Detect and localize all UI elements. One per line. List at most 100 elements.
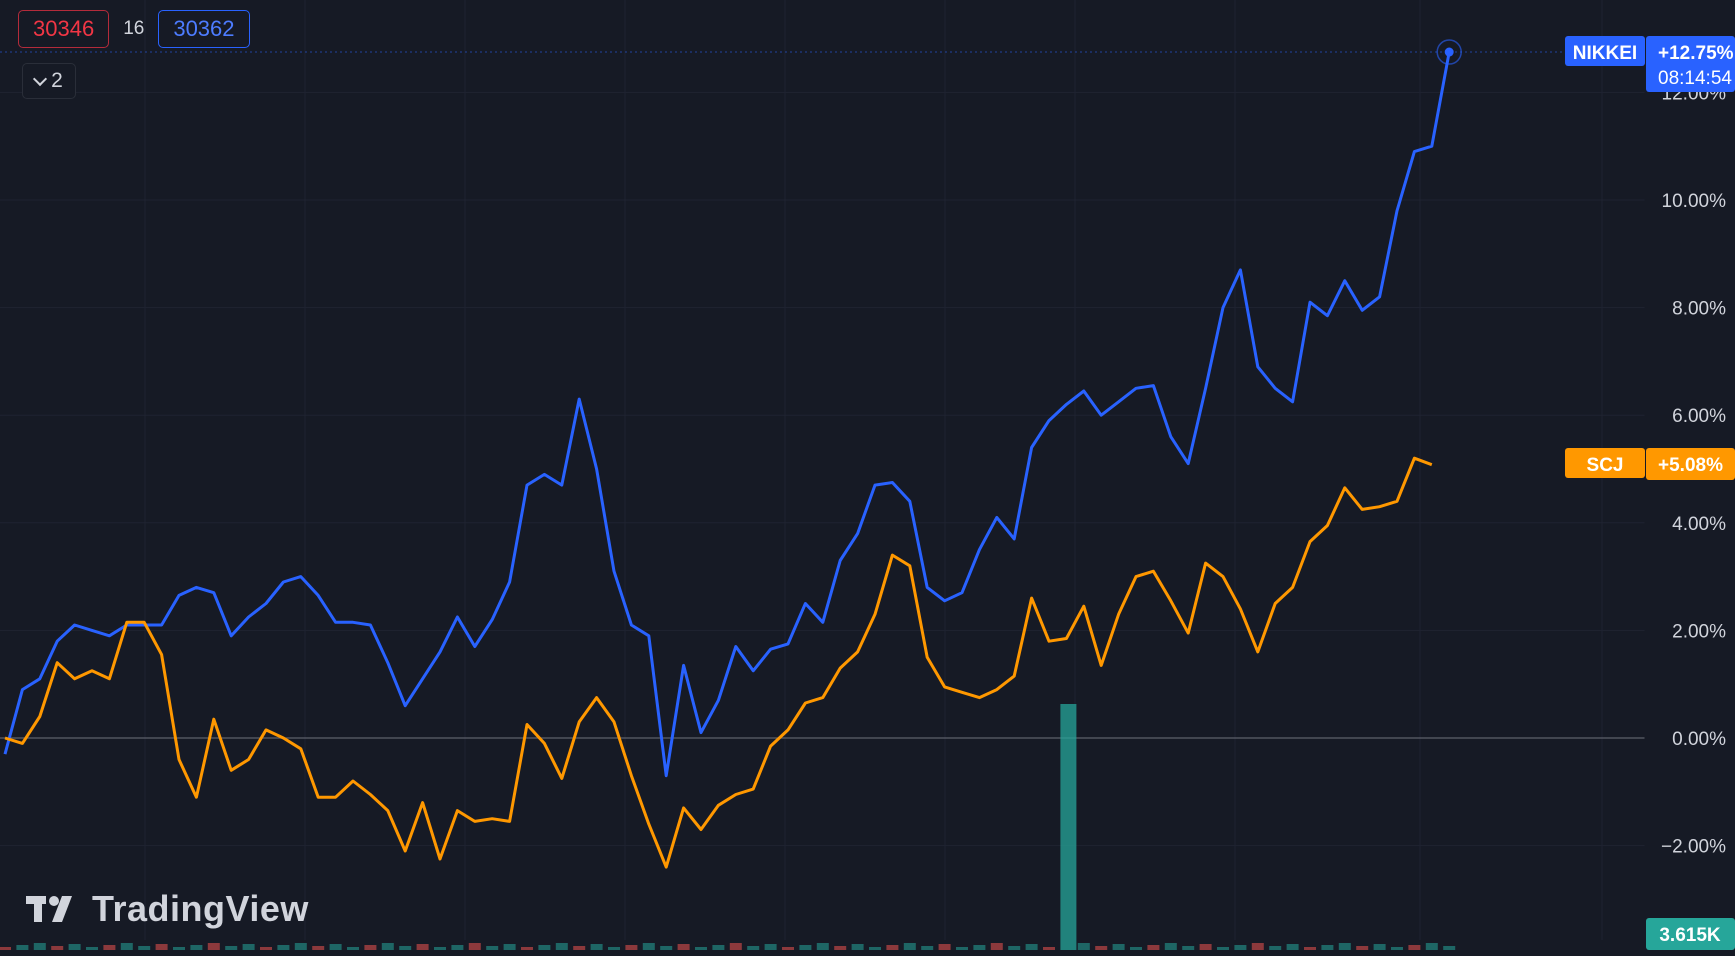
volume-bar bbox=[1043, 947, 1055, 950]
volume-bar bbox=[1234, 945, 1247, 950]
volume-bar bbox=[677, 944, 690, 950]
series-name-tag-scj bbox=[1565, 448, 1645, 478]
volume-bar bbox=[851, 944, 864, 950]
volume-bar bbox=[1338, 943, 1351, 950]
volume-bar bbox=[538, 945, 551, 950]
volume-bar bbox=[242, 944, 255, 950]
volume-bar bbox=[1182, 946, 1195, 950]
series-name-label: NIKKEI bbox=[1573, 43, 1637, 64]
volume-bar bbox=[416, 944, 429, 950]
volume-bar bbox=[399, 946, 412, 950]
series-line-nikkei bbox=[3, 51, 1451, 778]
volume-bar bbox=[138, 946, 151, 950]
volume-bars bbox=[0, 704, 1456, 950]
volume-bar bbox=[1130, 947, 1142, 950]
y-tick-label: 0.00% bbox=[1672, 729, 1726, 750]
volume-bar bbox=[1060, 704, 1077, 950]
volume-value-label: 3.615K bbox=[1659, 925, 1721, 946]
bar-countdown-label: 08:14:54 bbox=[1658, 68, 1732, 89]
volume-bar bbox=[451, 945, 464, 950]
series-name-label: SCJ bbox=[1587, 455, 1624, 476]
volume-bar bbox=[642, 943, 655, 950]
volume-bar bbox=[1164, 943, 1177, 950]
volume-bar bbox=[782, 947, 794, 950]
y-tick-label: 6.00% bbox=[1672, 406, 1726, 427]
volume-bar bbox=[1251, 943, 1264, 950]
sell-price-button[interactable]: 30346 bbox=[18, 10, 110, 48]
volume-bar bbox=[625, 945, 638, 950]
volume-bar bbox=[573, 946, 586, 950]
volume-bar bbox=[1286, 944, 1299, 950]
volume-bar bbox=[347, 947, 359, 950]
volume-bar bbox=[1408, 945, 1421, 950]
volume-bar bbox=[51, 946, 64, 950]
volume-bar bbox=[886, 945, 899, 950]
volume-bar bbox=[729, 943, 742, 950]
volume-bar bbox=[1112, 944, 1125, 950]
volume-bar bbox=[486, 946, 499, 950]
volume-bar bbox=[364, 945, 377, 950]
volume-bar bbox=[294, 943, 307, 950]
volume-bar bbox=[260, 947, 272, 950]
tradingview-logo[interactable]: TradingView bbox=[26, 888, 309, 930]
volume-bar bbox=[120, 943, 133, 950]
buy-price-button[interactable]: 30362 bbox=[158, 10, 250, 48]
logo-text: TradingView bbox=[92, 888, 309, 929]
volume-bar bbox=[503, 944, 516, 950]
volume-bar bbox=[990, 943, 1003, 950]
volume-bar bbox=[1025, 944, 1038, 950]
volume-bar bbox=[68, 944, 81, 950]
volume-bar bbox=[103, 945, 116, 950]
volume-bar bbox=[1008, 946, 1021, 950]
y-tick-label: 8.00% bbox=[1672, 299, 1726, 320]
volume-bar bbox=[1373, 944, 1386, 950]
volume-bar bbox=[921, 946, 934, 950]
volume-bar bbox=[155, 944, 168, 950]
volume-bar bbox=[1321, 945, 1334, 950]
tradingview-logo-icon bbox=[26, 896, 72, 922]
series-lines bbox=[3, 39, 1462, 869]
volume-bar bbox=[1147, 945, 1160, 950]
volume-bar bbox=[1443, 946, 1456, 950]
volume-bar bbox=[381, 943, 394, 950]
volume-bar bbox=[1356, 946, 1369, 950]
volume-bar bbox=[608, 947, 620, 950]
volume-bar bbox=[695, 947, 707, 950]
sell-price: 30346 bbox=[33, 16, 95, 41]
volume-bar bbox=[277, 945, 290, 950]
volume-bar bbox=[1391, 947, 1403, 950]
volume-bar bbox=[468, 943, 481, 950]
volume-bar bbox=[173, 947, 185, 950]
volume-bar bbox=[973, 945, 986, 950]
volume-bar bbox=[329, 944, 342, 950]
price-axis[interactable]: 12.00%10.00%8.00%6.00%4.00%2.00%0.00%−2.… bbox=[1661, 83, 1726, 857]
volume-bar bbox=[956, 947, 968, 950]
volume-bar bbox=[521, 947, 533, 950]
series-line-scj bbox=[4, 456, 1433, 869]
volume-bar bbox=[1199, 944, 1212, 950]
volume-bar bbox=[207, 943, 220, 950]
last-value-box-scj bbox=[1646, 448, 1735, 480]
last-value-label: +12.75% bbox=[1658, 43, 1734, 64]
volume-bar bbox=[1425, 943, 1438, 950]
volume-bar bbox=[1077, 943, 1090, 950]
volume-bar bbox=[938, 944, 951, 950]
series-name-tag-nikkei bbox=[1565, 36, 1645, 66]
series-end-marker-ring bbox=[1436, 39, 1462, 65]
y-tick-label: −2.00% bbox=[1661, 837, 1726, 858]
volume-bar bbox=[190, 945, 203, 950]
volume-bar bbox=[1095, 946, 1108, 950]
volume-bar bbox=[834, 946, 847, 950]
volume-bar bbox=[660, 946, 673, 950]
last-value-box-nikkei bbox=[1646, 36, 1735, 92]
volume-bar bbox=[799, 945, 812, 950]
indicators-toggle-button[interactable]: 2 bbox=[22, 63, 76, 99]
volume-bar bbox=[1304, 947, 1316, 950]
volume-bar bbox=[555, 943, 568, 950]
volume-bar bbox=[764, 944, 777, 950]
volume-bar bbox=[16, 945, 29, 950]
volume-bar bbox=[712, 945, 725, 950]
volume-bar bbox=[869, 947, 881, 950]
